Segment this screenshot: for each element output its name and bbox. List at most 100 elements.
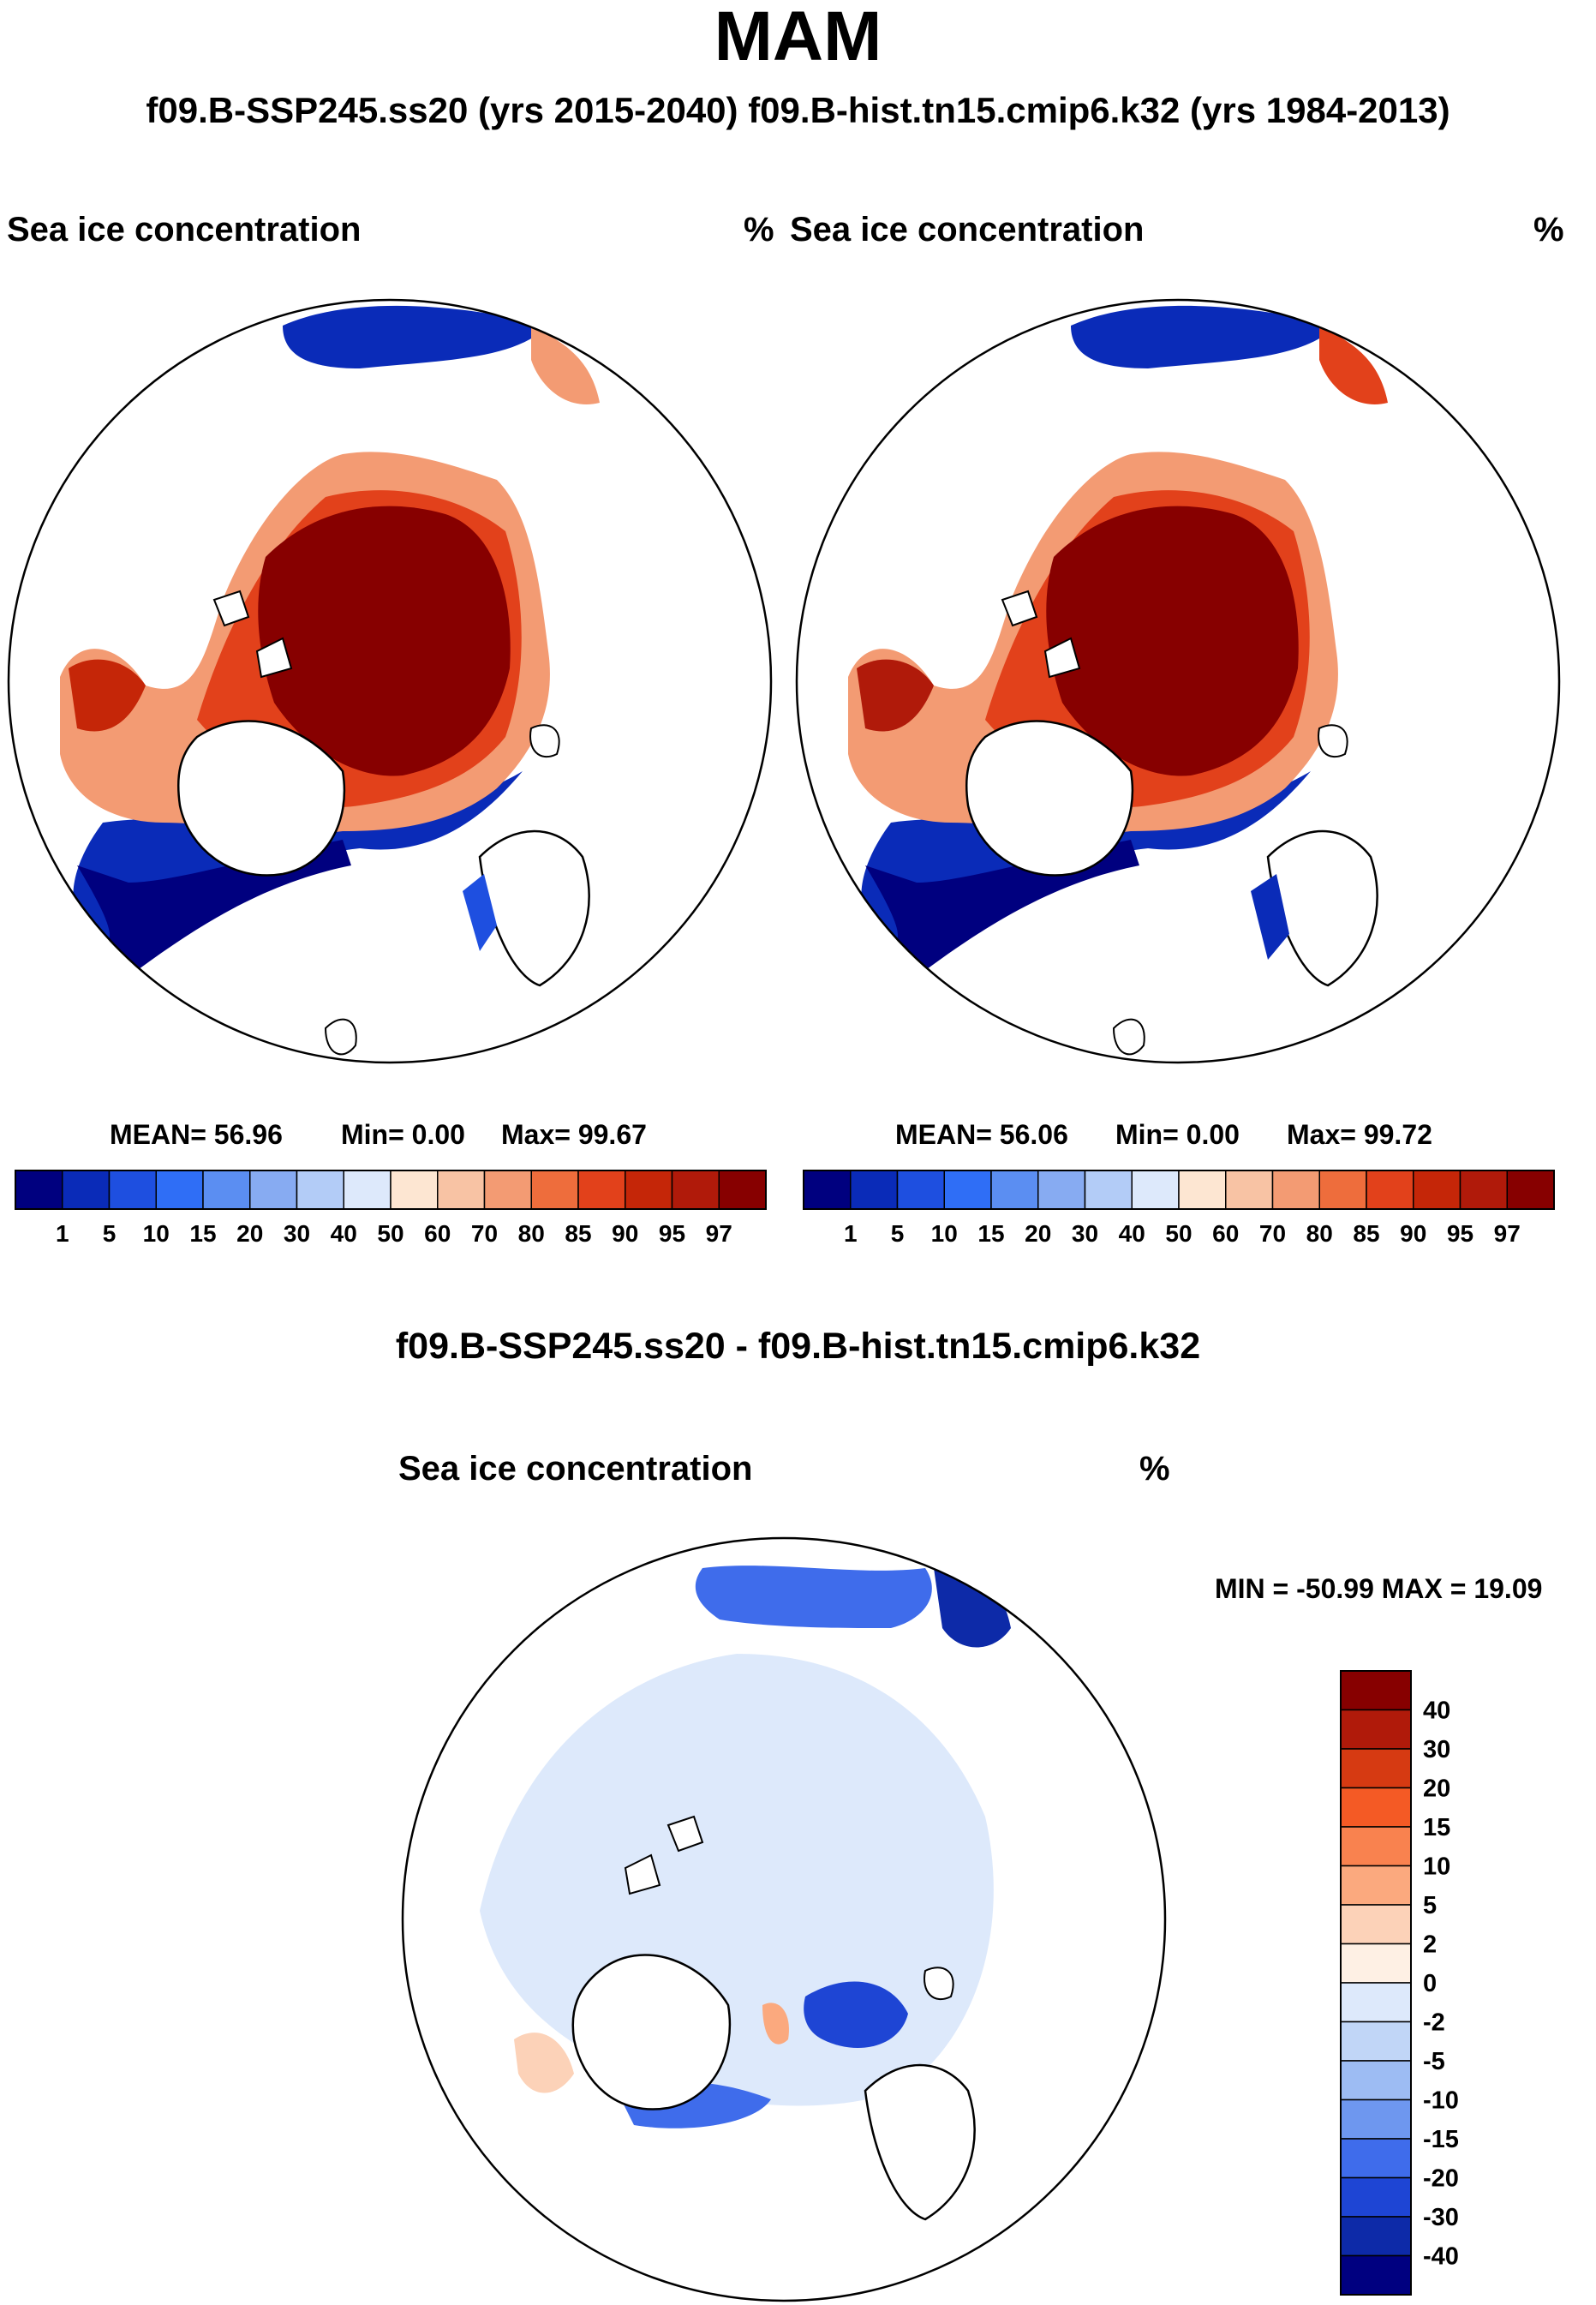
panel2-colorbar: 1 5 10 15 20 30 40 50 60 70 80 85 90 95 97: [803, 1170, 1555, 1247]
panel2-units-label: %: [1533, 211, 1564, 248]
colorbar3-tick-label: -30: [1423, 2204, 1459, 2231]
colorbar1-tick-label: 40: [331, 1220, 357, 1247]
panel3-variable-label: Sea ice concentration: [398, 1450, 753, 1488]
colorbar3-box-7: [1340, 1943, 1412, 1984]
panel3-map: [401, 1536, 1167, 2302]
panel1-map: [7, 298, 773, 1064]
colorbar1-box-9: [437, 1170, 486, 1210]
colorbar1-box-1: [62, 1170, 111, 1210]
panel1-colorbar: 1 5 10 15 20 30 40 50 60 70 80 85 90 95 97: [15, 1170, 767, 1247]
colorbar3-box-3: [1340, 1787, 1412, 1828]
colorbar2-box-3: [943, 1170, 992, 1210]
colorbar2-tick-label: 97: [1494, 1220, 1521, 1247]
panel3-minmax: MIN = -50.99 MAX = 19.09: [1215, 1573, 1543, 1604]
colorbar2-tick-label: 10: [931, 1220, 958, 1247]
panel2-mean: MEAN= 56.06: [895, 1119, 1068, 1150]
colorbar3-tick-label: 0: [1423, 1970, 1437, 1997]
panel1-mean: MEAN= 56.96: [110, 1119, 283, 1150]
colorbar2-tick-label: 60: [1212, 1220, 1239, 1247]
colorbar3-box-12: [1340, 2138, 1412, 2179]
colorbar3-tick-label: -15: [1423, 2126, 1459, 2153]
panel1-variable-label: Sea ice concentration: [7, 211, 362, 248]
colorbar3-tick-label: -40: [1423, 2243, 1459, 2271]
colorbar3-tick-label: 15: [1423, 1814, 1450, 1841]
colorbar1-tick-label: 10: [143, 1220, 170, 1247]
colorbar2-tick-label: 70: [1259, 1220, 1286, 1247]
colorbar3-box-4: [1340, 1826, 1412, 1867]
colorbar2-box-8: [1178, 1170, 1227, 1210]
colorbar2-box-7: [1131, 1170, 1180, 1210]
colorbar3-tick-label: 10: [1423, 1853, 1450, 1881]
colorbar2-tick-label: 40: [1119, 1220, 1145, 1247]
colorbar3-tick-label: -10: [1423, 2087, 1459, 2115]
colorbar2-box-9: [1225, 1170, 1274, 1210]
colorbar1-tick-label: 50: [377, 1220, 403, 1247]
colorbar1-tick-label: 70: [471, 1220, 498, 1247]
colorbar2-box-14: [1459, 1170, 1508, 1210]
colorbar2-box-15: [1506, 1170, 1555, 1210]
colorbar2-tick-label: 85: [1353, 1220, 1379, 1247]
main-title: MAM: [714, 0, 882, 75]
colorbar3-tick-label: 30: [1423, 1736, 1450, 1763]
colorbar1-box-7: [343, 1170, 392, 1210]
diff-title: f09.B-SSP245.ss20 - f09.B-hist.tn15.cmip…: [395, 1326, 1201, 1367]
colorbar2-tick-label: 5: [891, 1220, 905, 1247]
colorbar1-box-8: [390, 1170, 439, 1210]
colorbar3-tick-label: -20: [1423, 2165, 1459, 2193]
colorbar3-tick-label: 2: [1423, 1931, 1437, 1959]
colorbar3-box-6: [1340, 1904, 1412, 1945]
colorbar3-box-14: [1340, 2216, 1412, 2257]
colorbar3-box-0: [1340, 1670, 1412, 1711]
colorbar3-tick-label: -2: [1423, 2009, 1445, 2037]
colorbar2-tick-label: 80: [1306, 1220, 1333, 1247]
colorbar3-box-1: [1340, 1709, 1412, 1750]
colorbar2-box-5: [1037, 1170, 1086, 1210]
subtitle: f09.B-SSP245.ss20 (yrs 2015-2040) f09.B-…: [146, 90, 1450, 130]
colorbar2-box-13: [1413, 1170, 1462, 1210]
colorbar2-tick-label: 50: [1165, 1220, 1192, 1247]
colorbar2-box-12: [1366, 1170, 1414, 1210]
colorbar2-tick-label: 20: [1025, 1220, 1051, 1247]
colorbar2-box-11: [1318, 1170, 1367, 1210]
colorbar3-box-8: [1340, 1982, 1412, 2023]
colorbar1-tick-label: 5: [103, 1220, 117, 1247]
colorbar1-tick-label: 90: [612, 1220, 638, 1247]
colorbar1-tick-label: 15: [189, 1220, 216, 1247]
colorbar3-box-9: [1340, 2021, 1412, 2062]
colorbar2-box-10: [1271, 1170, 1320, 1210]
colorbar3-box-11: [1340, 2098, 1412, 2140]
colorbar3-tick-label: 40: [1423, 1697, 1450, 1725]
panel2-map: [795, 298, 1561, 1064]
colorbar2-box-1: [850, 1170, 899, 1210]
colorbar2-tick-label: 30: [1072, 1220, 1098, 1247]
colorbar1-tick-label: 1: [56, 1220, 69, 1247]
colorbar1-box-5: [249, 1170, 298, 1210]
colorbar3-tick-label: 5: [1423, 1892, 1437, 1919]
colorbar1-tick-label: 80: [518, 1220, 545, 1247]
panel3-units-label: %: [1139, 1450, 1170, 1488]
colorbar2-box-2: [896, 1170, 945, 1210]
colorbar1-tick-label: 97: [706, 1220, 732, 1247]
colorbar2-tick-label: 1: [844, 1220, 858, 1247]
colorbar2-box-6: [1084, 1170, 1133, 1210]
panel1-units-label: %: [744, 211, 774, 248]
colorbar3-box-10: [1340, 2060, 1412, 2101]
colorbar1-tick-label: 20: [236, 1220, 263, 1247]
colorbar2-tick-label: 90: [1400, 1220, 1426, 1247]
colorbar2-box-4: [990, 1170, 1039, 1210]
colorbar1-box-13: [625, 1170, 673, 1210]
colorbar1-box-11: [530, 1170, 579, 1210]
colorbar1-tick-label: 95: [659, 1220, 685, 1247]
colorbar1-tick-label: 85: [565, 1220, 591, 1247]
panel2-max: Max= 99.72: [1287, 1119, 1432, 1150]
colorbar3-tick-label: 20: [1423, 1775, 1450, 1803]
colorbar2-tick-label: 15: [977, 1220, 1004, 1247]
panel1-max: Max= 99.67: [501, 1119, 647, 1150]
colorbar1-box-10: [483, 1170, 532, 1210]
colorbar1-box-3: [155, 1170, 204, 1210]
colorbar1-box-0: [15, 1170, 63, 1210]
colorbar2-tick-label: 95: [1447, 1220, 1473, 1247]
colorbar3-box-15: [1340, 2254, 1412, 2296]
